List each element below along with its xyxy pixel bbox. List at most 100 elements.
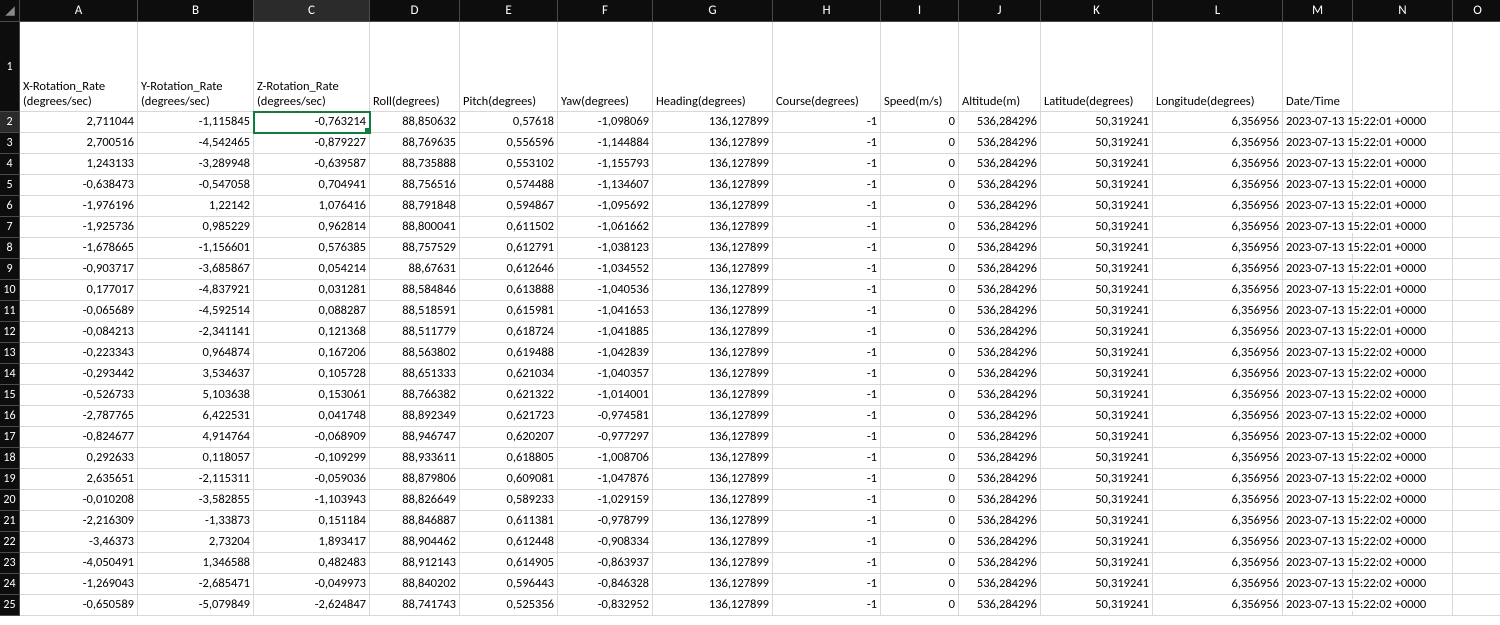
cell-A7[interactable]: -1,925736 [20, 217, 138, 238]
cell-D11[interactable]: 88,518591 [370, 301, 460, 322]
cell-C25[interactable]: -2,624847 [254, 595, 370, 616]
cell-I4[interactable]: 0 [881, 154, 959, 175]
cell-A11[interactable]: -0,065689 [20, 301, 138, 322]
cell-B23[interactable]: 1,346588 [138, 553, 254, 574]
cell-L21[interactable]: 6,356956 [1153, 511, 1283, 532]
cell-K1[interactable]: Latitude(degrees) [1041, 22, 1153, 112]
row-header-1[interactable]: 1 [0, 22, 20, 112]
cell-B14[interactable]: 3,534637 [138, 364, 254, 385]
row-header-22[interactable]: 22 [0, 532, 20, 553]
cell-C17[interactable]: -0,068909 [254, 427, 370, 448]
cell-B4[interactable]: -3,289948 [138, 154, 254, 175]
cell-I21[interactable]: 0 [881, 511, 959, 532]
cell-C6[interactable]: 1,076416 [254, 196, 370, 217]
cell-F9[interactable]: -1,034552 [558, 259, 653, 280]
cell-C14[interactable]: 0,105728 [254, 364, 370, 385]
cell-B5[interactable]: -0,547058 [138, 175, 254, 196]
cell-C1[interactable]: Z-Rotation_Rate (degrees/sec) [254, 22, 370, 112]
cell-I16[interactable]: 0 [881, 406, 959, 427]
cell-I1[interactable]: Speed(m/s) [881, 22, 959, 112]
cell-E18[interactable]: 0,618805 [460, 448, 558, 469]
cell-D18[interactable]: 88,933611 [370, 448, 460, 469]
cell-O17[interactable] [1453, 427, 1500, 448]
cell-I7[interactable]: 0 [881, 217, 959, 238]
cell-K8[interactable]: 50,319241 [1041, 238, 1153, 259]
cell-F4[interactable]: -1,155793 [558, 154, 653, 175]
cell-C22[interactable]: 1,893417 [254, 532, 370, 553]
row-header-25[interactable]: 25 [0, 595, 20, 616]
cell-O13[interactable] [1453, 343, 1500, 364]
cell-M22[interactable]: 2023-07-13 15:22:02 +0000 [1283, 532, 1353, 553]
cell-M18[interactable]: 2023-07-13 15:22:02 +0000 [1283, 448, 1353, 469]
cell-G8[interactable]: 136,127899 [653, 238, 773, 259]
cell-B7[interactable]: 0,985229 [138, 217, 254, 238]
cell-C7[interactable]: 0,962814 [254, 217, 370, 238]
cell-D22[interactable]: 88,904462 [370, 532, 460, 553]
cell-M12[interactable]: 2023-07-13 15:22:01 +0000 [1283, 322, 1353, 343]
cell-L1[interactable]: Longitude(degrees) [1153, 22, 1283, 112]
cell-F8[interactable]: -1,038123 [558, 238, 653, 259]
cell-E24[interactable]: 0,596443 [460, 574, 558, 595]
cell-L20[interactable]: 6,356956 [1153, 490, 1283, 511]
cell-E17[interactable]: 0,620207 [460, 427, 558, 448]
cell-F6[interactable]: -1,095692 [558, 196, 653, 217]
cell-B19[interactable]: -2,115311 [138, 469, 254, 490]
cell-H24[interactable]: -1 [773, 574, 881, 595]
cell-J7[interactable]: 536,284296 [959, 217, 1041, 238]
cell-D15[interactable]: 88,766382 [370, 385, 460, 406]
cell-H8[interactable]: -1 [773, 238, 881, 259]
cell-A24[interactable]: -1,269043 [20, 574, 138, 595]
cell-H11[interactable]: -1 [773, 301, 881, 322]
cell-G24[interactable]: 136,127899 [653, 574, 773, 595]
cell-O20[interactable] [1453, 490, 1500, 511]
cell-N1[interactable] [1353, 22, 1453, 112]
cell-H13[interactable]: -1 [773, 343, 881, 364]
cell-F22[interactable]: -0,908334 [558, 532, 653, 553]
cell-E22[interactable]: 0,612448 [460, 532, 558, 553]
cell-J2[interactable]: 536,284296 [959, 112, 1041, 133]
cell-J24[interactable]: 536,284296 [959, 574, 1041, 595]
cell-L10[interactable]: 6,356956 [1153, 280, 1283, 301]
cell-A8[interactable]: -1,678665 [20, 238, 138, 259]
cell-L9[interactable]: 6,356956 [1153, 259, 1283, 280]
cell-A14[interactable]: -0,293442 [20, 364, 138, 385]
cell-J10[interactable]: 536,284296 [959, 280, 1041, 301]
cell-E14[interactable]: 0,621034 [460, 364, 558, 385]
cell-F18[interactable]: -1,008706 [558, 448, 653, 469]
cell-J12[interactable]: 536,284296 [959, 322, 1041, 343]
cell-K5[interactable]: 50,319241 [1041, 175, 1153, 196]
cell-O9[interactable] [1453, 259, 1500, 280]
cell-B8[interactable]: -1,156601 [138, 238, 254, 259]
cell-H2[interactable]: -1 [773, 112, 881, 133]
row-header-2[interactable]: 2 [0, 112, 20, 133]
cell-D23[interactable]: 88,912143 [370, 553, 460, 574]
cell-D9[interactable]: 88,67631 [370, 259, 460, 280]
cell-C4[interactable]: -0,639587 [254, 154, 370, 175]
cell-C2[interactable]: -0,763214 [254, 112, 370, 133]
cell-O22[interactable] [1453, 532, 1500, 553]
cell-G2[interactable]: 136,127899 [653, 112, 773, 133]
cell-D3[interactable]: 88,769635 [370, 133, 460, 154]
cell-L11[interactable]: 6,356956 [1153, 301, 1283, 322]
cell-B20[interactable]: -3,582855 [138, 490, 254, 511]
cell-L12[interactable]: 6,356956 [1153, 322, 1283, 343]
row-header-5[interactable]: 5 [0, 175, 20, 196]
cell-C18[interactable]: -0,109299 [254, 448, 370, 469]
cell-J18[interactable]: 536,284296 [959, 448, 1041, 469]
cell-E8[interactable]: 0,612791 [460, 238, 558, 259]
cell-B3[interactable]: -4,542465 [138, 133, 254, 154]
cell-H19[interactable]: -1 [773, 469, 881, 490]
cell-F15[interactable]: -1,014001 [558, 385, 653, 406]
cell-L18[interactable]: 6,356956 [1153, 448, 1283, 469]
cell-O15[interactable] [1453, 385, 1500, 406]
cell-L23[interactable]: 6,356956 [1153, 553, 1283, 574]
cell-F12[interactable]: -1,041885 [558, 322, 653, 343]
cell-K15[interactable]: 50,319241 [1041, 385, 1153, 406]
row-header-15[interactable]: 15 [0, 385, 20, 406]
cell-M10[interactable]: 2023-07-13 15:22:01 +0000 [1283, 280, 1353, 301]
cell-K6[interactable]: 50,319241 [1041, 196, 1153, 217]
cell-O7[interactable] [1453, 217, 1500, 238]
cell-A9[interactable]: -0,903717 [20, 259, 138, 280]
cell-H20[interactable]: -1 [773, 490, 881, 511]
cell-H14[interactable]: -1 [773, 364, 881, 385]
